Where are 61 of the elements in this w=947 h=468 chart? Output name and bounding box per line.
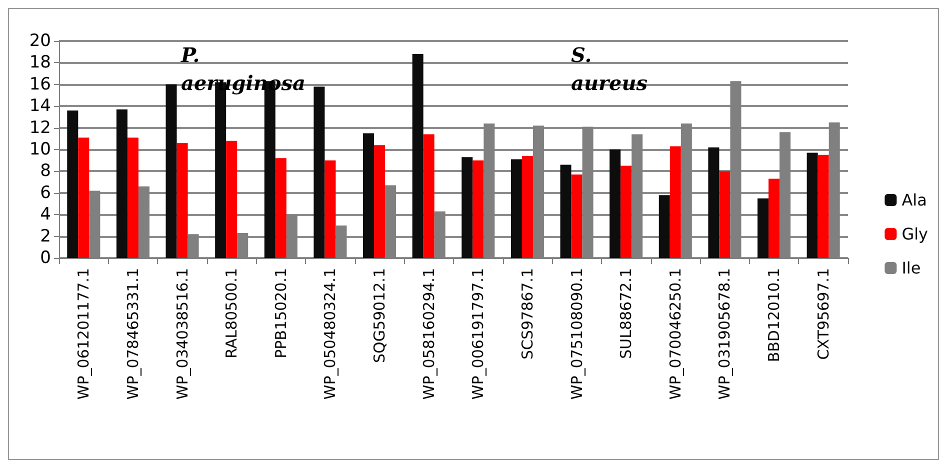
bar xyxy=(610,150,621,258)
bar xyxy=(462,157,473,258)
x-tick-label: RAL80500.1 xyxy=(222,268,241,358)
x-tick-label: WP_050480324.1 xyxy=(321,268,340,400)
bar xyxy=(472,160,484,258)
y-tick-label: 14 xyxy=(29,96,51,116)
y-tick-label: 6 xyxy=(40,182,51,203)
bar xyxy=(423,134,434,258)
bar xyxy=(620,166,632,258)
bar xyxy=(818,154,829,258)
x-tick-label: BBD12010.1 xyxy=(765,268,784,362)
bar xyxy=(324,160,336,258)
x-tick-label: WP_058160294.1 xyxy=(420,268,438,400)
bar xyxy=(363,133,374,258)
y-tick-label: 2 xyxy=(40,226,51,246)
y-tick-label: 8 xyxy=(40,161,51,182)
bar xyxy=(176,142,188,258)
x-tick-label: CXT95697.1 xyxy=(814,268,832,360)
bar xyxy=(560,164,572,258)
x-tick-label: WP_078465331.1 xyxy=(124,268,142,400)
bar xyxy=(374,145,386,258)
y-tick-label: 0 xyxy=(40,248,51,268)
bar xyxy=(758,198,769,258)
bar xyxy=(510,159,522,258)
x-tick-label: SUL88672.1 xyxy=(617,268,636,359)
annotation: S. aureus xyxy=(571,43,648,95)
bar xyxy=(412,54,424,258)
y-tick-label: 16 xyxy=(29,74,51,94)
x-tick-label: PPB15020.1 xyxy=(272,268,290,358)
legend-label: Ala xyxy=(902,190,927,210)
y-tick-label: 20 xyxy=(29,31,51,51)
y-tick-label: 10 xyxy=(29,140,51,160)
bar xyxy=(522,156,533,258)
bar xyxy=(166,84,177,258)
y-tick-label: 18 xyxy=(29,52,51,73)
bar xyxy=(275,158,286,258)
bar xyxy=(226,140,238,258)
bar xyxy=(708,147,720,258)
bar xyxy=(658,195,670,258)
x-tick-label: SQG59012.1 xyxy=(370,268,389,363)
bar xyxy=(78,138,90,258)
x-tick-label: SCS97867.1 xyxy=(518,268,536,360)
y-tick-label: 12 xyxy=(29,118,51,138)
bar xyxy=(768,178,780,258)
bar xyxy=(719,171,730,258)
x-tick-label: WP_006191797.1 xyxy=(469,268,488,400)
bar xyxy=(670,146,681,258)
x-tick-label: WP_061201177.1 xyxy=(74,268,93,400)
legend-label: Ile xyxy=(902,258,921,278)
x-tick-label: WP_031905678.1 xyxy=(716,268,734,400)
bar xyxy=(127,138,138,258)
bar xyxy=(571,174,582,258)
x-tick-label: WP_075108090.1 xyxy=(568,268,586,400)
bar xyxy=(314,86,325,258)
bar xyxy=(67,110,78,258)
bar xyxy=(806,152,818,258)
x-tick-label: WP_070046250.1 xyxy=(666,268,684,400)
legend-label: Gly xyxy=(902,224,928,244)
bar xyxy=(116,109,128,258)
y-tick-label: 4 xyxy=(40,204,51,225)
x-tick-label: WP_034038516.1 xyxy=(173,268,192,400)
